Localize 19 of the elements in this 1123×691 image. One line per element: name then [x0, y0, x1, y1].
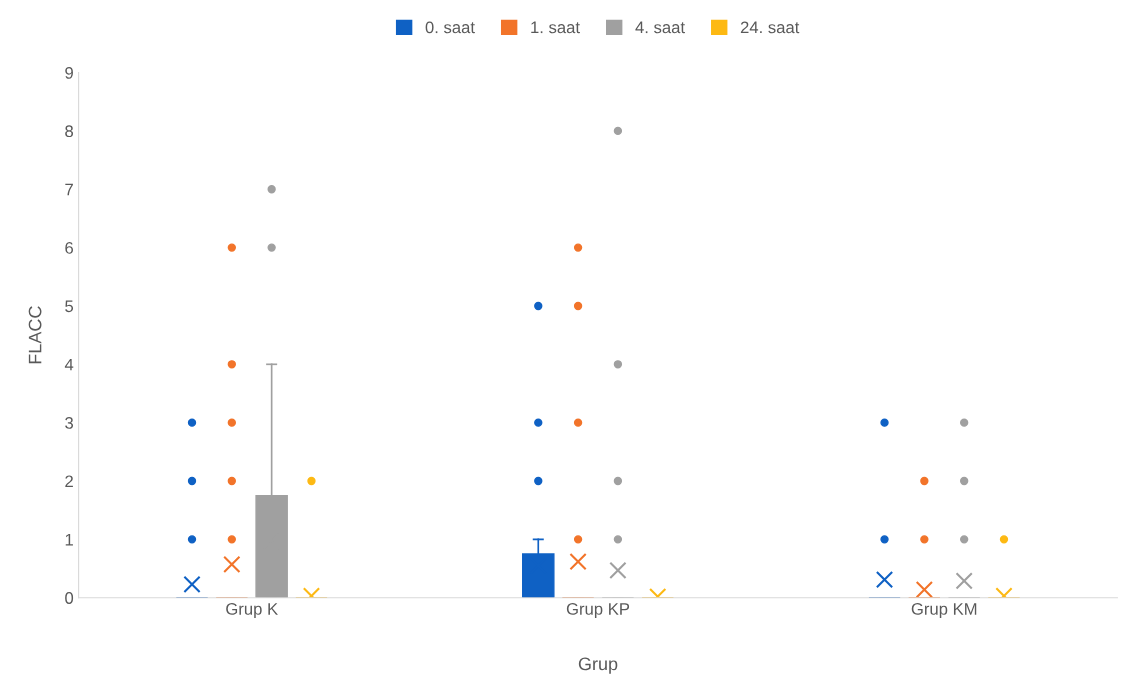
y-tick-label: 9	[65, 66, 73, 79]
y-tick-label: 6	[65, 242, 74, 254]
legend-label: 0. saat	[425, 21, 475, 34]
y-axis-title: FLACC	[28, 306, 42, 364]
legend-label: 24. saat	[740, 21, 800, 34]
y-tick-label: 1	[65, 533, 73, 546]
y-tick-label: 8	[65, 125, 74, 138]
x-axis-title: Grup	[578, 657, 618, 674]
y-tick-label: 0	[65, 592, 74, 604]
y-tick-label: 2	[65, 475, 73, 488]
legend-label: 4. saat	[635, 21, 685, 34]
y-tick-label: 5	[65, 300, 74, 313]
y-tick-label: 7	[65, 183, 73, 196]
legend-label: 1. saat	[531, 21, 580, 34]
y-tick-label: 3	[65, 417, 74, 429]
x-tick-label: Grup KP	[566, 603, 630, 619]
x-tick-label: Grup K	[226, 603, 278, 619]
y-tick-label: 4	[64, 358, 74, 371]
x-tick-label: Grup KM	[911, 603, 977, 619]
